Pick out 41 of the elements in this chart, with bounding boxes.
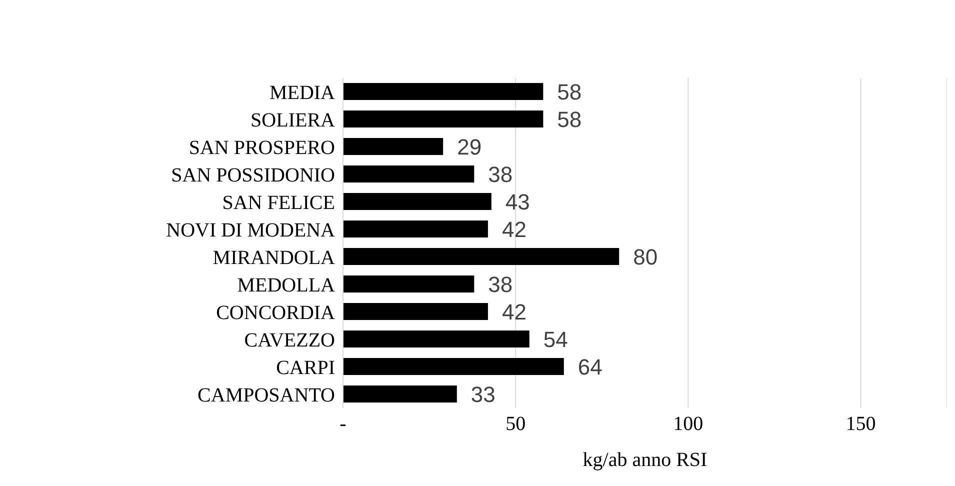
data-label: 43	[505, 189, 530, 214]
data-label: 29	[457, 134, 482, 160]
y-tick-label: SOLIERA	[250, 109, 336, 132]
data-label: 42	[502, 216, 526, 242]
data-label: 42	[502, 299, 526, 324]
bar	[343, 166, 474, 182]
bar	[343, 110, 544, 128]
y-tick-label: MEDOLLA	[237, 274, 336, 296]
bar	[343, 330, 530, 348]
bar	[343, 358, 564, 375]
y-tick-label: MEDIA	[269, 82, 336, 104]
bar	[343, 83, 544, 100]
y-tick-label: CARPI	[276, 356, 335, 379]
y-tick-label: NOVI DI MODENA	[166, 219, 336, 242]
data-label: 54	[543, 326, 568, 352]
y-tick-label: MIRANDOLA	[212, 246, 336, 269]
bar	[343, 303, 488, 320]
x-tick-label: 50	[506, 413, 526, 436]
data-label: 38	[488, 162, 513, 187]
bar	[343, 386, 457, 402]
y-tick-label: SAN POSSIDONIO	[171, 164, 335, 186]
bar	[343, 248, 620, 265]
y-tick-label: CONCORDIA	[216, 302, 336, 324]
x-tick-label: -	[340, 413, 346, 436]
data-label: 33	[470, 382, 496, 407]
y-tick-label: CAMPOSANTO	[198, 384, 335, 406]
bar	[343, 276, 474, 292]
x-tick-label: 150	[846, 413, 876, 436]
data-label: 38	[488, 272, 513, 297]
y-tick-label: SAN FELICE	[222, 192, 335, 214]
bar	[343, 220, 488, 238]
data-label: 58	[557, 79, 582, 104]
x-axis-title: kg/ab anno RSI	[582, 449, 708, 471]
y-tick-label: CAVEZZO	[244, 329, 335, 352]
bar	[343, 193, 492, 210]
y-tick-label: SAN PROSPERO	[188, 136, 335, 159]
data-label: 58	[557, 106, 582, 132]
x-tick-label: 100	[673, 413, 704, 436]
data-label: 80	[633, 244, 658, 270]
data-label: 64	[578, 354, 602, 380]
bar	[343, 138, 444, 155]
